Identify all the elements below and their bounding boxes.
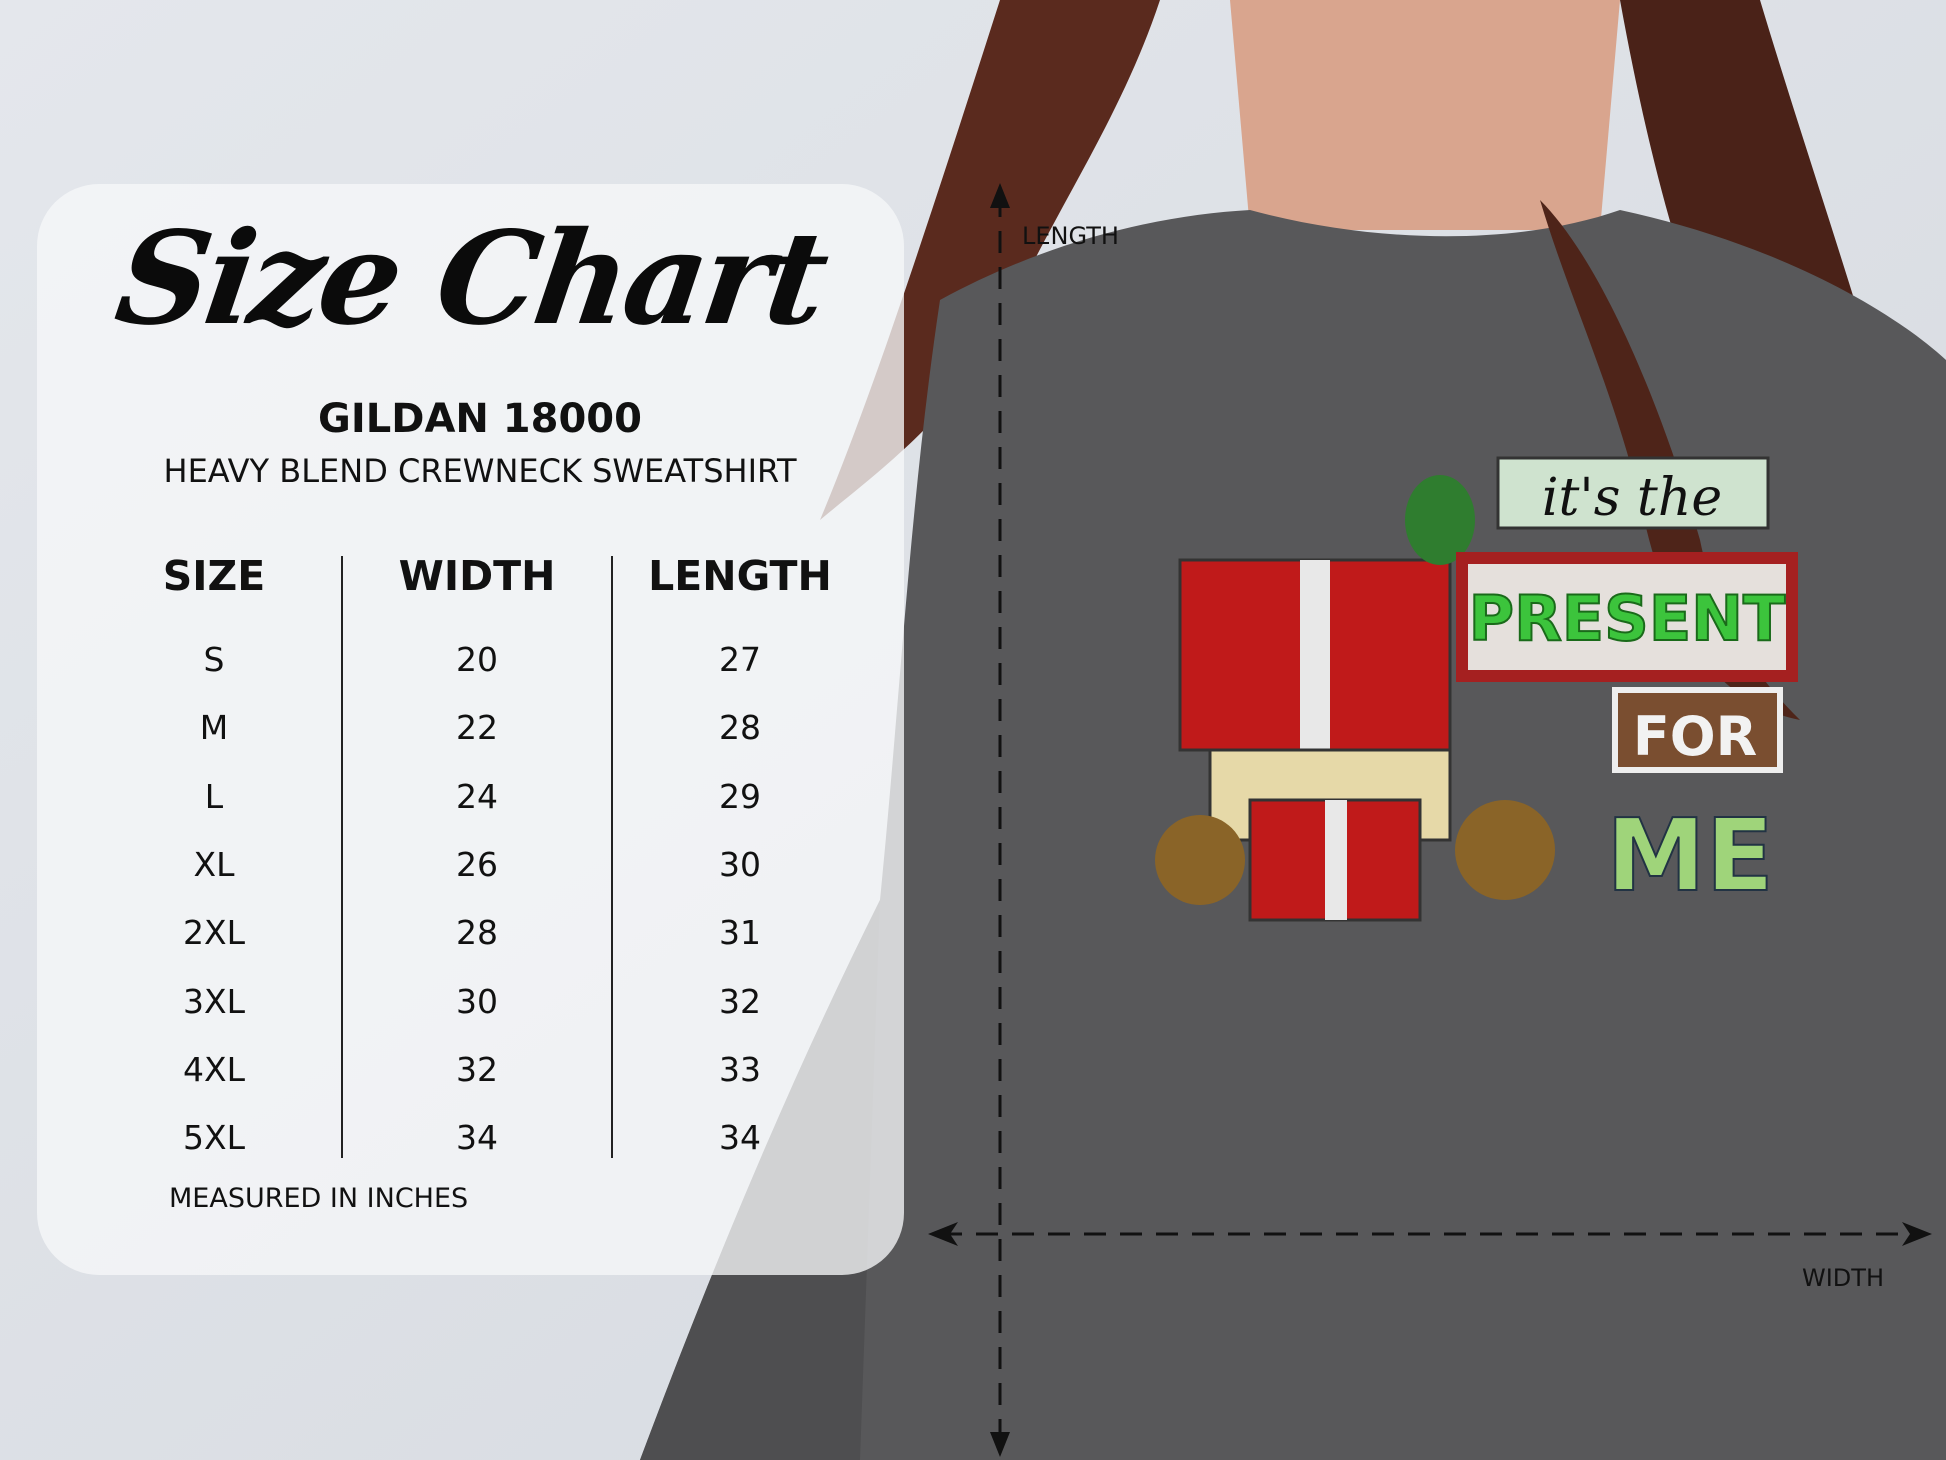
- table-cell-size: 5XL: [183, 1118, 245, 1158]
- table-cell-length: 27: [719, 640, 761, 679]
- table-cell-size: S: [203, 640, 225, 679]
- table-cell-size: XL: [193, 844, 235, 884]
- table-cell-width: 20: [456, 640, 498, 679]
- table-cell-width: 32: [456, 1049, 498, 1089]
- table-cell-width: 26: [456, 844, 498, 884]
- column-header-size: SIZE: [162, 552, 266, 600]
- column-header-length: LENGTH: [648, 552, 832, 600]
- table-cell-size: 2XL: [183, 913, 245, 953]
- column-divider: [341, 556, 343, 1158]
- column-divider: [611, 556, 613, 1158]
- brand-model: GILDAN 18000: [318, 396, 642, 442]
- length-label: LENGTH: [1022, 222, 1119, 250]
- table-cell-width: 28: [456, 913, 498, 953]
- table-cell-width: 24: [456, 776, 498, 816]
- table-cell-length: 34: [719, 1118, 761, 1158]
- product-name: HEAVY BLEND CREWNECK SWEATSHIRT: [163, 452, 797, 490]
- table-cell-size: 3XL: [183, 981, 245, 1021]
- table-cell-width: 22: [456, 708, 498, 748]
- column-header-width: WIDTH: [398, 552, 556, 600]
- print-line-2: PRESENT: [1469, 582, 1786, 655]
- width-label: WIDTH: [1802, 1264, 1884, 1292]
- table-cell-length: 32: [719, 981, 761, 1021]
- print-line-1: it's the: [1542, 468, 1722, 528]
- neck: [1230, 0, 1620, 230]
- units-note: MEASURED IN INCHES: [169, 1183, 469, 1214]
- table-cell-length: 31: [719, 913, 761, 953]
- table-cell-size: M: [199, 708, 229, 748]
- table-cell-width: 34: [456, 1118, 498, 1158]
- print-line-4: ME: [1606, 797, 1774, 914]
- table-cell-width: 30: [456, 981, 498, 1021]
- print-design: it's the PRESENT FOR ME: [1155, 456, 1798, 922]
- size-chart-card: Size Chart GILDAN 18000 HEAVY BLEND CREW…: [37, 184, 904, 1275]
- width-arrow: [928, 1222, 1932, 1246]
- table-cell-length: 30: [719, 844, 761, 884]
- table-cell-size: 4XL: [183, 1049, 245, 1089]
- print-line-3: FOR: [1633, 705, 1757, 768]
- table-cell-length: 28: [719, 708, 761, 748]
- hair: [820, 0, 1160, 520]
- table-cell-size: L: [204, 776, 224, 816]
- length-arrow: [990, 183, 1010, 1457]
- size-chart-title: Size Chart: [107, 204, 834, 354]
- table-cell-length: 29: [719, 776, 761, 816]
- table-cell-length: 33: [719, 1049, 761, 1089]
